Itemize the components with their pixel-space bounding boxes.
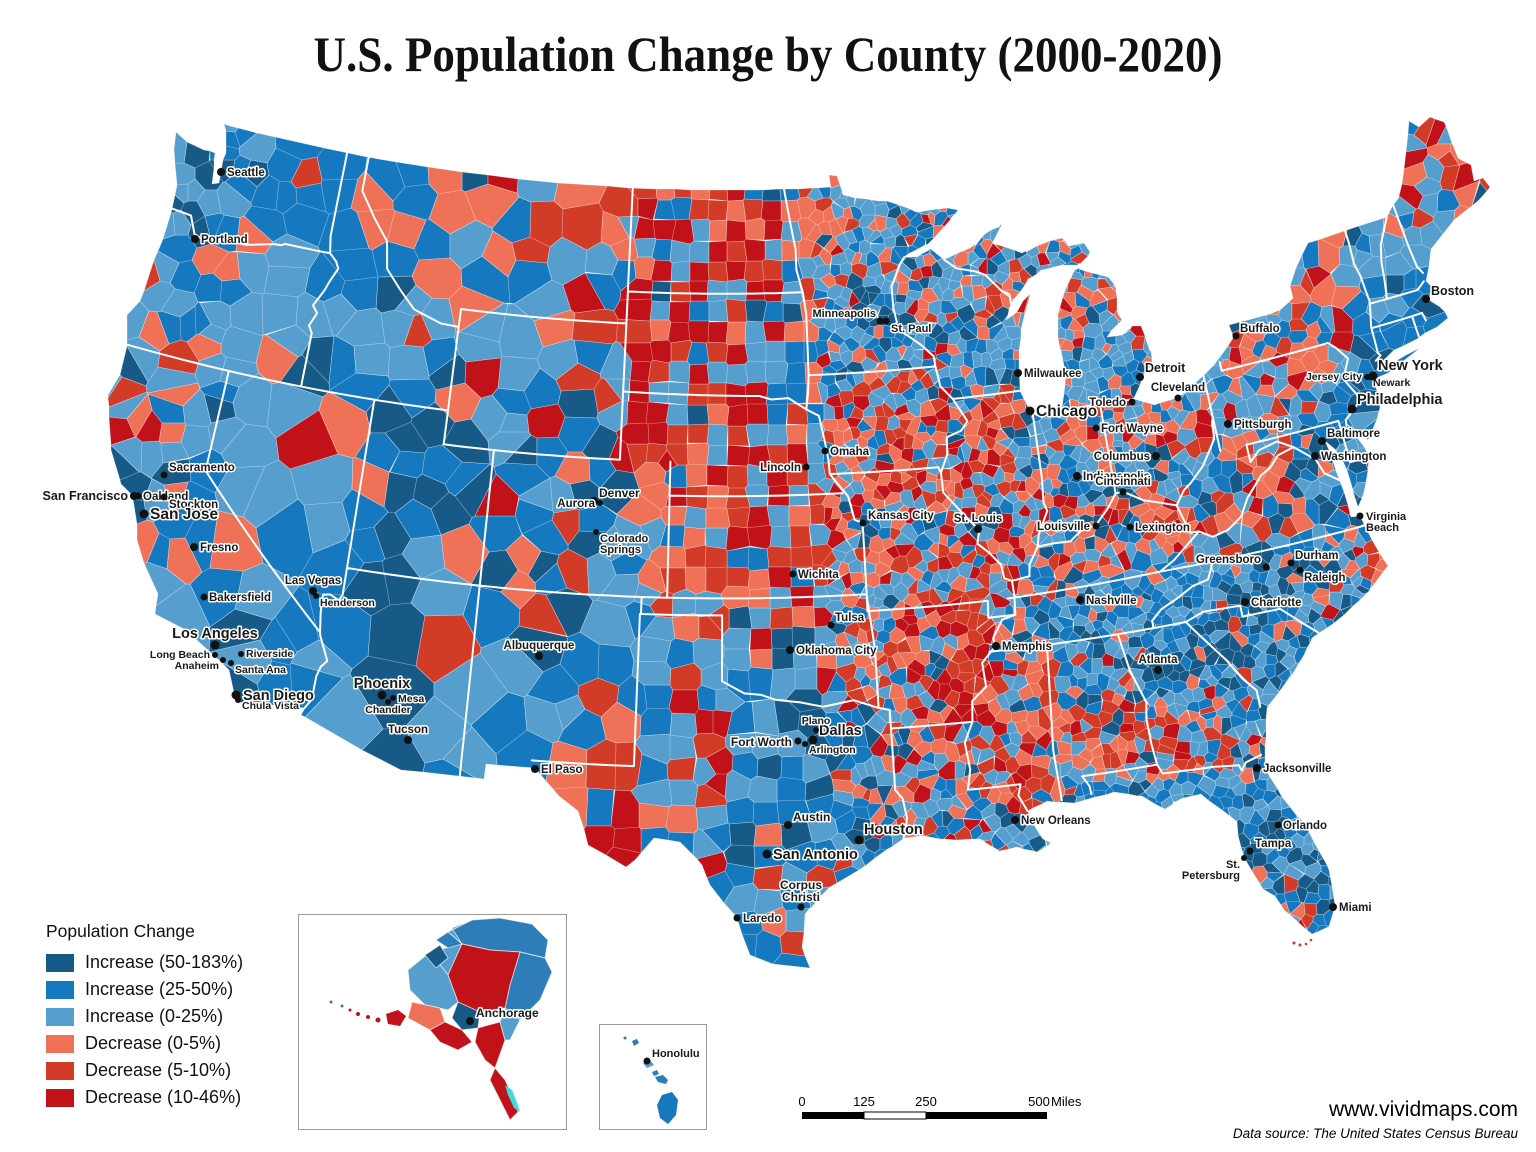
svg-text:Miami: Miami xyxy=(1339,902,1372,914)
svg-text:0: 0 xyxy=(798,1094,805,1109)
svg-text:San Francisco: San Francisco xyxy=(43,489,129,503)
svg-text:Louisville: Louisville xyxy=(1037,521,1090,533)
svg-text:Anchorage: Anchorage xyxy=(476,1006,539,1020)
svg-text:Anaheim: Anaheim xyxy=(175,660,219,672)
svg-text:Chandler: Chandler xyxy=(365,704,411,716)
svg-text:Arlington: Arlington xyxy=(809,744,856,756)
svg-text:Pittsburgh: Pittsburgh xyxy=(1234,419,1292,431)
svg-text:Memphis: Memphis xyxy=(1002,641,1052,653)
svg-text:San Antonio: San Antonio xyxy=(773,847,858,863)
svg-text:Colorado: Colorado xyxy=(600,533,649,545)
svg-text:Jacksonville: Jacksonville xyxy=(1263,763,1331,775)
svg-text:Milwaukee: Milwaukee xyxy=(1024,368,1082,380)
svg-text:Austin: Austin xyxy=(793,810,830,824)
svg-text:San Diego: San Diego xyxy=(243,688,314,704)
svg-text:Orlando: Orlando xyxy=(1283,820,1327,832)
svg-text:Boston: Boston xyxy=(1431,284,1474,298)
svg-text:Kansas City: Kansas City xyxy=(868,510,934,522)
svg-text:St. Paul: St. Paul xyxy=(891,323,931,335)
svg-text:Springs: Springs xyxy=(600,544,641,556)
svg-text:Denver: Denver xyxy=(599,486,640,500)
svg-text:250: 250 xyxy=(915,1094,937,1109)
svg-text:Miles: Miles xyxy=(1051,1094,1082,1109)
svg-text:Omaha: Omaha xyxy=(830,446,870,458)
svg-text:Tulsa: Tulsa xyxy=(835,612,865,624)
svg-text:Honolulu: Honolulu xyxy=(652,1048,700,1060)
svg-text:Lexington: Lexington xyxy=(1135,522,1190,534)
svg-text:Chicago: Chicago xyxy=(1036,403,1097,420)
svg-text:New Orleans: New Orleans xyxy=(1021,815,1091,827)
svg-text:Bakersfield: Bakersfield xyxy=(209,592,271,604)
svg-text:Los Angeles: Los Angeles xyxy=(172,626,258,642)
svg-text:Riverside: Riverside xyxy=(246,648,293,660)
svg-text:Charlotte: Charlotte xyxy=(1251,597,1301,609)
svg-text:Greensboro: Greensboro xyxy=(1196,554,1261,566)
svg-text:Chula Vista: Chula Vista xyxy=(242,700,299,712)
svg-text:Tampa: Tampa xyxy=(1255,838,1292,850)
svg-text:Indianapolis: Indianapolis xyxy=(1083,471,1150,483)
svg-text:Aurora: Aurora xyxy=(557,498,595,510)
svg-text:Toledo: Toledo xyxy=(1089,397,1126,409)
svg-text:Baltimore: Baltimore xyxy=(1327,428,1380,440)
svg-text:Petersburg: Petersburg xyxy=(1182,870,1240,882)
svg-text:Long Beach: Long Beach xyxy=(150,649,210,661)
svg-text:Oklahoma City: Oklahoma City xyxy=(796,645,877,657)
svg-text:Buffalo: Buffalo xyxy=(1240,323,1280,335)
svg-text:Virginia: Virginia xyxy=(1366,511,1407,523)
svg-text:Minneapolis: Minneapolis xyxy=(812,308,876,320)
svg-text:Cincinnati: Cincinnati xyxy=(1095,476,1151,488)
svg-text:St. Louis: St. Louis xyxy=(954,513,1003,525)
svg-text:Santa Ana: Santa Ana xyxy=(235,664,286,676)
svg-text:Washington: Washington xyxy=(1321,451,1386,463)
svg-text:Laredo: Laredo xyxy=(743,913,781,925)
svg-text:Corpus: Corpus xyxy=(780,878,822,892)
svg-text:125: 125 xyxy=(853,1094,875,1109)
svg-text:New York: New York xyxy=(1378,358,1444,374)
svg-text:Fort Worth: Fort Worth xyxy=(731,735,792,749)
svg-text:Jersey City: Jersey City xyxy=(1306,371,1362,383)
svg-text:San Jose: San Jose xyxy=(150,506,218,523)
svg-text:Albuquerque: Albuquerque xyxy=(504,640,575,652)
svg-text:Houston: Houston xyxy=(864,822,923,838)
svg-text:Christi: Christi xyxy=(782,890,820,904)
svg-text:Sacramento: Sacramento xyxy=(169,462,235,474)
svg-text:Portland: Portland xyxy=(201,234,248,246)
svg-text:Las Vegas: Las Vegas xyxy=(285,575,341,587)
svg-text:El Paso: El Paso xyxy=(541,764,583,776)
svg-text:Wichita: Wichita xyxy=(798,569,839,581)
svg-text:Raleigh: Raleigh xyxy=(1304,572,1346,584)
svg-text:500: 500 xyxy=(1028,1094,1050,1109)
svg-text:Columbus: Columbus xyxy=(1094,451,1150,463)
svg-text:Detroit: Detroit xyxy=(1145,361,1186,375)
svg-text:Atlanta: Atlanta xyxy=(1139,654,1179,666)
svg-text:Durham: Durham xyxy=(1295,550,1338,562)
svg-text:Lincoln: Lincoln xyxy=(760,462,801,474)
svg-text:Tucson: Tucson xyxy=(388,724,428,736)
svg-text:Philadelphia: Philadelphia xyxy=(1357,392,1443,408)
svg-text:Plano: Plano xyxy=(802,715,831,727)
svg-text:St.: St. xyxy=(1226,859,1240,871)
svg-text:Fort Wayne: Fort Wayne xyxy=(1101,423,1163,435)
svg-text:Dallas: Dallas xyxy=(819,723,862,739)
svg-text:Mesa: Mesa xyxy=(398,693,424,705)
svg-text:Henderson: Henderson xyxy=(320,597,375,609)
svg-text:Beach: Beach xyxy=(1366,522,1399,534)
svg-text:Fresno: Fresno xyxy=(200,542,238,554)
svg-text:Phoenix: Phoenix xyxy=(354,676,410,692)
svg-text:Seattle: Seattle xyxy=(227,167,265,179)
svg-text:Nashville: Nashville xyxy=(1086,595,1137,607)
svg-text:Cleveland: Cleveland xyxy=(1151,382,1205,394)
svg-text:Stockton: Stockton xyxy=(169,499,218,511)
svg-text:Newark: Newark xyxy=(1373,377,1411,389)
